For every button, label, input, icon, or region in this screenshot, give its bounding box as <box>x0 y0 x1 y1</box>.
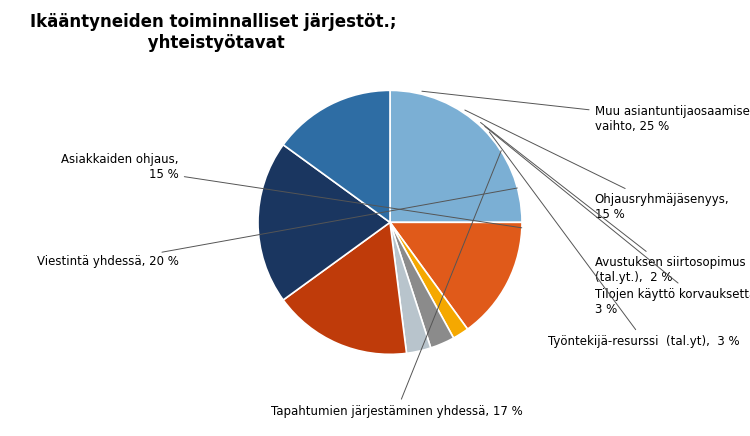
Wedge shape <box>390 222 467 338</box>
Text: Asiakkaiden ohjaus,
15 %: Asiakkaiden ohjaus, 15 % <box>62 153 522 228</box>
Wedge shape <box>390 222 454 348</box>
Wedge shape <box>390 222 522 329</box>
Wedge shape <box>258 145 390 300</box>
Text: Ohjausryhmäjäsenyys,
15 %: Ohjausryhmäjäsenyys, 15 % <box>465 110 729 221</box>
Text: Tilojen käyttö korvauksetta (tal.yt.),
3 %: Tilojen käyttö korvauksetta (tal.yt.), 3… <box>484 126 750 316</box>
Text: Tapahtumien järjestäminen yhdessä, 17 %: Tapahtumien järjestäminen yhdessä, 17 % <box>271 150 523 418</box>
Wedge shape <box>390 90 522 222</box>
Text: Avustuksen siirtosopimus
(tal.yt.),  2 %: Avustuksen siirtosopimus (tal.yt.), 2 % <box>481 123 746 284</box>
Wedge shape <box>390 222 430 353</box>
Text: Viestintä yhdessä, 20 %: Viestintä yhdessä, 20 % <box>37 188 518 269</box>
Text: Työntekijä-resurssi  (tal.yt),  3 %: Työntekijä-resurssi (tal.yt), 3 % <box>489 132 740 347</box>
Text: Ikääntyneiden toiminnalliset järjestöt.;
 yhteistyötavat: Ikääntyneiden toiminnalliset järjestöt.;… <box>30 13 397 52</box>
Text: Muu asiantuntijaosaamisen
vaihto, 25 %: Muu asiantuntijaosaamisen vaihto, 25 % <box>422 91 750 133</box>
Wedge shape <box>284 222 406 354</box>
Wedge shape <box>284 90 390 222</box>
